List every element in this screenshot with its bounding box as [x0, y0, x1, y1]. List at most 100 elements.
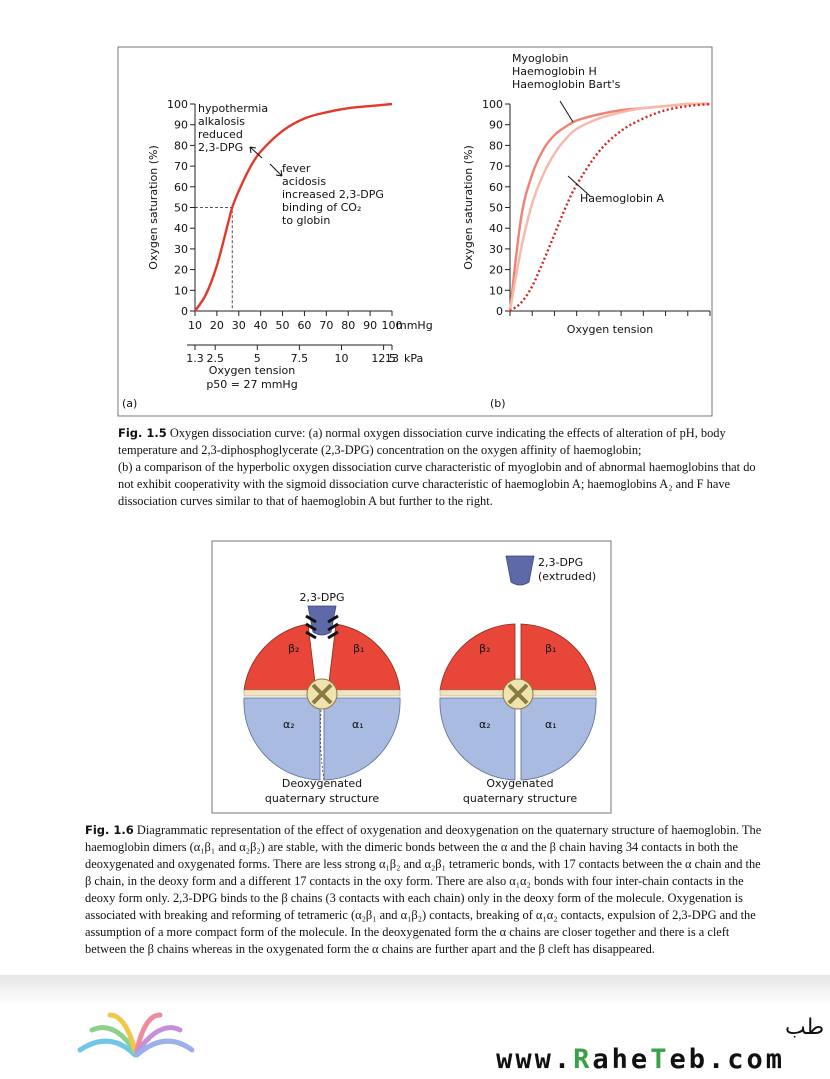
annotation: Haemoglobin H — [512, 65, 597, 78]
panel-label: (b) — [490, 397, 506, 410]
fig-label: Fig. 1.5 — [118, 426, 167, 440]
url-part: ahe — [592, 1044, 650, 1075]
y-tick-label: 50 — [489, 202, 503, 215]
label: 2,3-DPG — [538, 556, 583, 569]
curve — [193, 102, 393, 312]
annotation: 2,3-DPG — [198, 141, 243, 154]
x-axis-label: Oxygen tension — [567, 323, 653, 336]
caption: Fig. 1.5 Oxygen dissociation curve: (a) … — [118, 425, 763, 510]
annotation: fever — [282, 162, 311, 175]
x-tick-label: 100 — [382, 319, 403, 332]
curve — [508, 102, 711, 312]
panel-label: (a) — [122, 397, 137, 410]
annotation: reduced — [198, 128, 243, 141]
annotation: increased 2,3-DPG — [282, 188, 384, 201]
label: Oxygenated — [486, 777, 553, 790]
x2-tick-label: 7.5 — [291, 352, 309, 365]
subtitle: p50 = 27 mmHg — [206, 378, 297, 391]
url-part: R — [573, 1044, 592, 1075]
url-part: eb.com — [669, 1044, 785, 1075]
y-axis-label: Oxygen saturation (%) — [462, 145, 475, 270]
y-tick-label: 60 — [174, 181, 188, 194]
x-tick-label: 60 — [297, 319, 311, 332]
y-tick-label: 100 — [167, 98, 188, 111]
y-tick-label: 40 — [174, 222, 188, 235]
x-tick-label: 40 — [254, 319, 268, 332]
y-tick-label: 50 — [174, 202, 188, 215]
label: α₁ — [545, 718, 557, 731]
y-tick-label: 20 — [489, 264, 503, 277]
url-part: www. — [496, 1044, 573, 1075]
shop-url: www.RaheTeb.com — [496, 1044, 785, 1075]
label: β₂ — [479, 642, 490, 655]
y-tick-label: 90 — [174, 119, 188, 132]
axis-unit: mmHg — [396, 319, 433, 332]
y-tick-label: 0 — [181, 305, 188, 318]
x2-tick-label: 13 — [385, 352, 399, 365]
x-tick-label: 70 — [319, 319, 333, 332]
axis-unit: kPa — [404, 352, 423, 365]
caption-text: Diagrammatic representation of the effec… — [85, 823, 762, 956]
label: β₂ — [288, 642, 299, 655]
annotation: acidosis — [282, 175, 326, 188]
y-tick-label: 70 — [174, 160, 188, 173]
y-tick-label: 80 — [174, 139, 188, 152]
footer-band — [0, 975, 830, 1005]
x-tick-label: 10 — [188, 319, 202, 332]
fig-label: Fig. 1.6 — [85, 823, 134, 837]
label: (extruded) — [538, 570, 596, 583]
caption-text: Oxygen dissociation curve: (a) normal ox… — [118, 426, 726, 457]
y-tick-label: 40 — [489, 222, 503, 235]
oxy-molecule — [439, 623, 597, 781]
y-tick-label: 90 — [489, 119, 503, 132]
y-tick-label: 10 — [174, 284, 188, 297]
label: 2,3-DPG — [299, 591, 344, 604]
arrow — [249, 146, 263, 159]
label: α₁ — [352, 718, 364, 731]
pointer — [567, 175, 591, 197]
y-tick-label: 10 — [489, 284, 503, 297]
label: Deoxygenated — [282, 777, 362, 790]
y-axis-label: Oxygen saturation (%) — [147, 145, 160, 270]
y-tick-label: 100 — [482, 98, 503, 111]
pointer — [559, 100, 574, 123]
y-tick-label: 70 — [489, 160, 503, 173]
x-tick-label: 20 — [210, 319, 224, 332]
arrow — [269, 163, 283, 177]
curve — [509, 102, 711, 312]
y-tick-label: 20 — [174, 264, 188, 277]
y-tick-label: 30 — [489, 243, 503, 256]
label: α₂ — [479, 718, 491, 731]
annotation: to globin — [282, 214, 330, 227]
x2-tick-label: 1.3 — [186, 352, 204, 365]
y-tick-label: 80 — [489, 139, 503, 152]
x-tick-label: 80 — [341, 319, 355, 332]
x2-tick-label: 12.5 — [371, 352, 396, 365]
annotation: Myoglobin — [512, 52, 569, 65]
label: quaternary structure — [463, 792, 577, 805]
x-axis-label: Oxygen tension — [209, 364, 295, 377]
annotation: Haemoglobin A — [580, 192, 665, 205]
annotation: alkalosis — [198, 115, 245, 128]
x-tick-label: 30 — [232, 319, 246, 332]
caption-text: (b) a comparison of the hyperbolic oxyge… — [118, 460, 756, 508]
label: α₂ — [283, 718, 295, 731]
x2-tick-label: 10 — [334, 352, 348, 365]
x2-tick-label: 2.5 — [206, 352, 224, 365]
figure-frame — [117, 46, 713, 417]
annotation: binding of CO₂ — [282, 201, 361, 214]
label: quaternary structure — [265, 792, 379, 805]
y-tick-label: 30 — [174, 243, 188, 256]
url-part: T — [650, 1044, 669, 1075]
annotation: Haemoglobin Bart's — [512, 78, 621, 91]
caption: Fig. 1.6 Diagrammatic representation of … — [85, 822, 770, 958]
x-tick-label: 90 — [363, 319, 377, 332]
label: β₁ — [545, 642, 556, 655]
x2-tick-label: 5 — [254, 352, 261, 365]
y-tick-label: 60 — [489, 181, 503, 194]
logo — [77, 1012, 195, 1058]
label: β₁ — [353, 642, 364, 655]
shop-name: فروشگاه تخصصی لاتین پزشکی راه طب — [785, 1014, 830, 1040]
